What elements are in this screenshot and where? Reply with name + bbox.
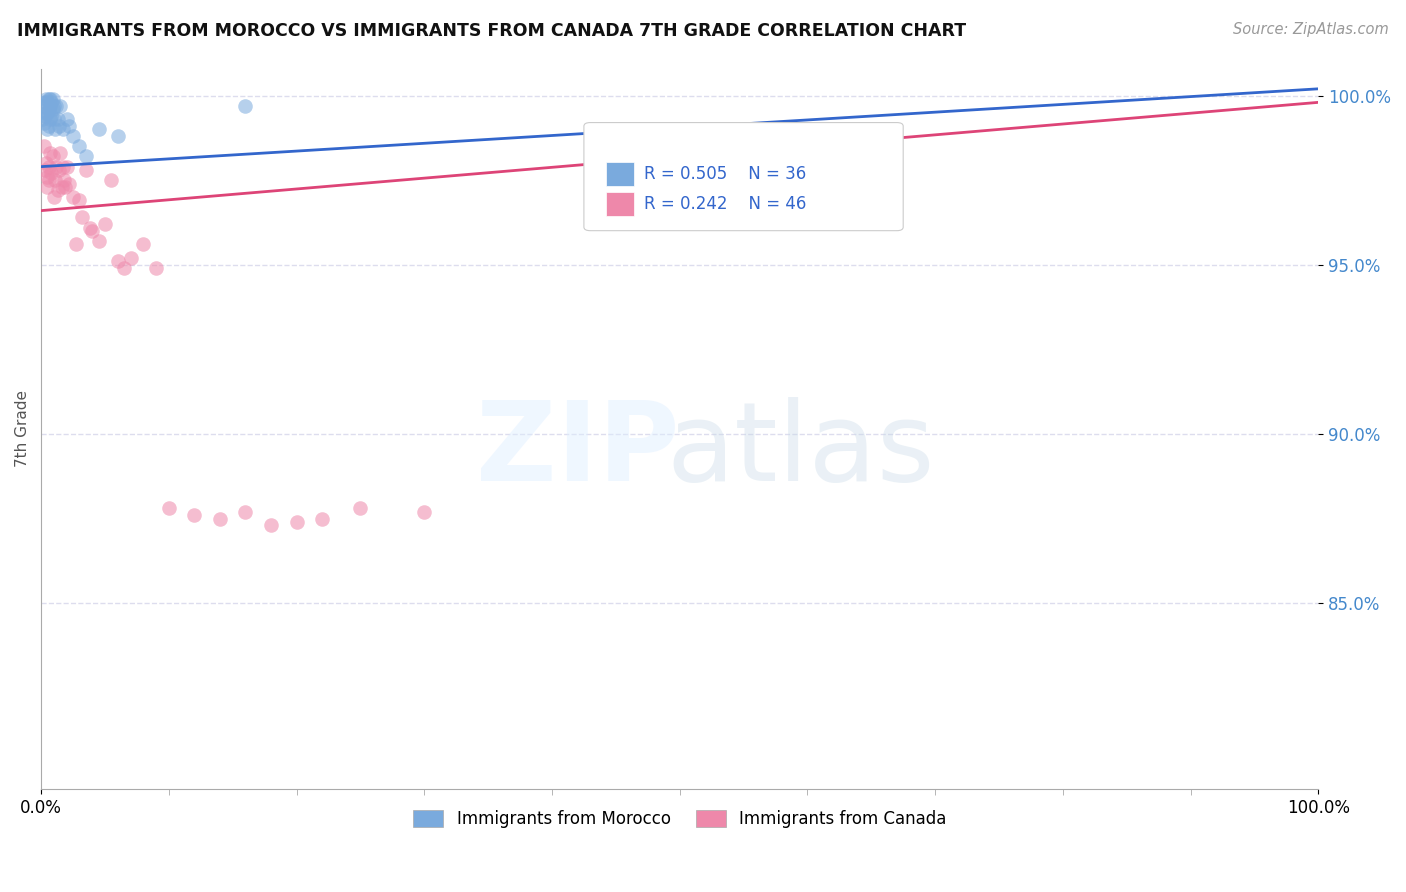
Point <box>58 177 80 191</box>
Text: R = 0.505    N = 36: R = 0.505 N = 36 <box>644 165 806 183</box>
Point <box>37 122 59 136</box>
Point <box>52 122 75 136</box>
Text: ZIP: ZIP <box>475 397 679 504</box>
FancyBboxPatch shape <box>606 192 634 216</box>
Point <box>39 92 62 106</box>
Point <box>70 211 93 225</box>
Point <box>46 183 69 197</box>
Point <box>31 112 53 127</box>
Y-axis label: 7th Grade: 7th Grade <box>15 391 30 467</box>
Point <box>183 508 205 523</box>
Point <box>38 173 60 187</box>
Point <box>55 112 77 127</box>
Point <box>349 501 371 516</box>
Point <box>49 146 72 161</box>
Point <box>53 173 76 187</box>
Point <box>53 180 76 194</box>
Point <box>67 139 90 153</box>
Point <box>107 129 129 144</box>
Point <box>34 95 56 110</box>
Point <box>55 160 77 174</box>
Point <box>67 194 90 208</box>
Text: IMMIGRANTS FROM MOROCCO VS IMMIGRANTS FROM CANADA 7TH GRADE CORRELATION CHART: IMMIGRANTS FROM MOROCCO VS IMMIGRANTS FR… <box>17 22 966 40</box>
Text: R = 0.242    N = 46: R = 0.242 N = 46 <box>644 195 806 213</box>
Point <box>58 119 80 133</box>
Point <box>45 160 67 174</box>
Point <box>46 112 69 127</box>
Point <box>51 180 73 194</box>
Point <box>285 515 308 529</box>
Legend: Immigrants from Morocco, Immigrants from Canada: Immigrants from Morocco, Immigrants from… <box>406 804 953 835</box>
Point <box>38 160 60 174</box>
Point <box>87 122 110 136</box>
Point <box>35 105 58 120</box>
Point <box>42 99 65 113</box>
Point <box>41 95 63 110</box>
Point <box>75 163 97 178</box>
Point <box>38 102 60 116</box>
Point <box>311 511 333 525</box>
Point <box>34 109 56 123</box>
FancyBboxPatch shape <box>606 161 634 186</box>
Point <box>44 173 66 187</box>
Point <box>132 237 155 252</box>
Point <box>44 122 66 136</box>
Point <box>79 220 101 235</box>
Point <box>32 116 55 130</box>
Point <box>65 237 87 252</box>
Point <box>39 146 62 161</box>
Point <box>235 99 257 113</box>
Text: atlas: atlas <box>666 397 935 504</box>
Point <box>39 99 62 113</box>
Point <box>37 95 59 110</box>
Point <box>87 234 110 248</box>
Point <box>45 99 67 113</box>
Point <box>82 224 104 238</box>
Point <box>107 254 129 268</box>
Point <box>37 180 59 194</box>
Point <box>49 99 72 113</box>
Point <box>42 190 65 204</box>
Point <box>37 105 59 120</box>
Point <box>235 505 257 519</box>
Point <box>32 139 55 153</box>
Point <box>112 261 135 276</box>
Point <box>157 501 180 516</box>
Point <box>260 518 283 533</box>
Point <box>208 511 231 525</box>
Point <box>32 99 55 113</box>
Point <box>42 112 65 127</box>
Point <box>37 169 59 184</box>
Point <box>38 92 60 106</box>
Point <box>413 505 436 519</box>
Point <box>48 163 70 178</box>
Point <box>145 261 167 276</box>
Point <box>35 156 58 170</box>
Point <box>41 149 63 163</box>
Point <box>38 119 60 133</box>
Text: Source: ZipAtlas.com: Source: ZipAtlas.com <box>1233 22 1389 37</box>
Point <box>62 129 84 144</box>
Point <box>120 251 142 265</box>
Point <box>62 190 84 204</box>
Point <box>39 112 62 127</box>
Point <box>100 173 122 187</box>
Point <box>52 160 75 174</box>
Point <box>41 166 63 180</box>
Point <box>35 92 58 106</box>
FancyBboxPatch shape <box>583 122 903 231</box>
Point <box>41 102 63 116</box>
Point <box>41 109 63 123</box>
Point <box>41 92 63 106</box>
Point <box>94 217 117 231</box>
Point <box>34 163 56 178</box>
Point <box>48 119 70 133</box>
Point <box>75 149 97 163</box>
